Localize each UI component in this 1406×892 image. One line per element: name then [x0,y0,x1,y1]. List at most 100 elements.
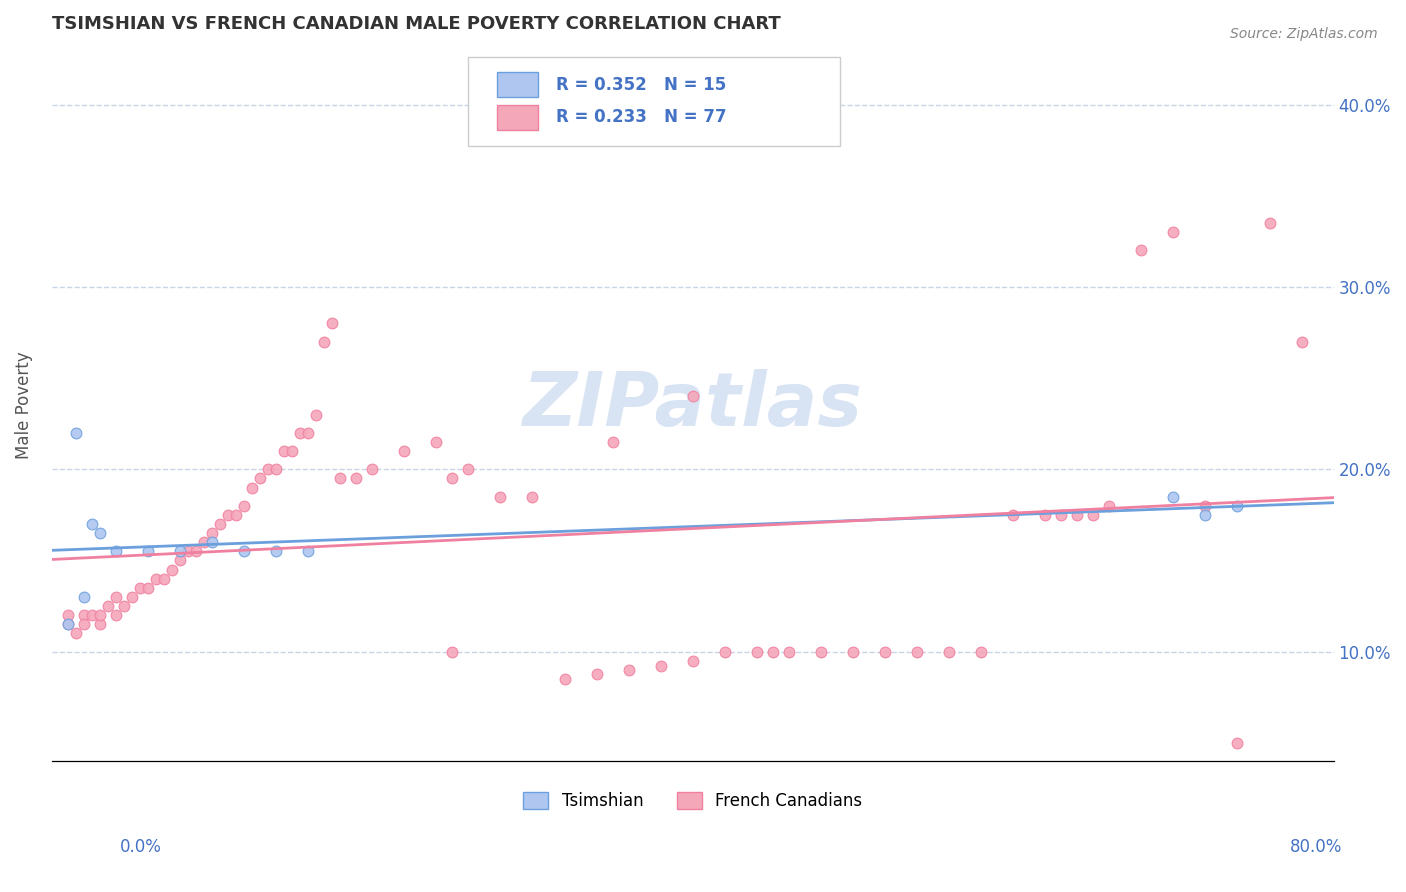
FancyBboxPatch shape [496,104,537,130]
Point [682,654,704,668]
Point [1194,499,1216,513]
Point [112,599,135,613]
Point [810,645,832,659]
Text: ZIPatlas: ZIPatlas [523,369,863,442]
Point [73,608,96,623]
Point [1033,508,1056,522]
Point [89,608,111,623]
Legend: Tsimshian, French Canadians: Tsimshian, French Canadians [516,785,869,817]
Point [80,608,103,623]
Point [184,544,207,558]
Point [201,535,224,549]
Point [193,535,215,549]
Point [617,663,640,677]
Point [121,590,143,604]
Point [56,608,79,623]
Point [225,508,247,522]
Point [73,590,96,604]
Text: 0.0%: 0.0% [120,838,162,855]
Point [1050,508,1073,522]
Point [842,645,865,659]
Point [1226,499,1249,513]
Point [522,490,544,504]
Point [65,425,87,440]
Point [425,434,447,449]
Point [682,389,704,403]
Point [169,553,191,567]
Point [585,666,607,681]
FancyBboxPatch shape [496,72,537,97]
Point [208,516,231,531]
Point [297,544,319,558]
Point [136,544,159,558]
Point [873,645,896,659]
Point [281,444,304,458]
Point [321,317,343,331]
Point [233,544,256,558]
Point [160,563,183,577]
Point [104,590,127,604]
Point [201,526,224,541]
Y-axis label: Male Poverty: Male Poverty [15,351,32,459]
Point [97,599,120,613]
Text: R = 0.233   N = 77: R = 0.233 N = 77 [555,109,725,127]
Text: Source: ZipAtlas.com: Source: ZipAtlas.com [1230,27,1378,41]
Point [56,617,79,632]
Point [1291,334,1313,349]
Point [1098,499,1121,513]
Point [257,462,280,476]
Point [1066,508,1088,522]
Point [553,672,575,686]
Point [1002,508,1025,522]
Point [264,544,287,558]
Point [441,645,464,659]
Point [970,645,993,659]
Point [905,645,928,659]
Point [145,572,167,586]
Text: R = 0.352   N = 15: R = 0.352 N = 15 [555,76,725,94]
Point [441,471,464,485]
Point [264,462,287,476]
Point [128,581,150,595]
Point [394,444,416,458]
Point [240,481,263,495]
Point [104,608,127,623]
Point [1130,244,1153,258]
Point [1163,490,1185,504]
Point [65,626,87,640]
Point [762,645,785,659]
Text: 80.0%: 80.0% [1291,838,1343,855]
Point [169,544,191,558]
Point [1083,508,1105,522]
Point [73,617,96,632]
Point [89,526,111,541]
Point [1163,225,1185,239]
Point [153,572,176,586]
Point [361,462,384,476]
Point [89,617,111,632]
Point [177,544,200,558]
Point [297,425,319,440]
Point [233,499,256,513]
Point [745,645,768,659]
Point [273,444,295,458]
Point [602,434,624,449]
Point [713,645,735,659]
FancyBboxPatch shape [468,57,841,146]
Point [288,425,311,440]
Point [344,471,367,485]
Point [778,645,800,659]
Point [56,617,79,632]
Point [938,645,960,659]
Point [1226,736,1249,750]
Point [457,462,479,476]
Point [104,544,127,558]
Point [329,471,352,485]
Point [650,659,672,673]
Point [249,471,271,485]
Point [217,508,239,522]
Point [136,581,159,595]
Point [1194,508,1216,522]
Point [305,408,328,422]
Point [1258,216,1281,230]
